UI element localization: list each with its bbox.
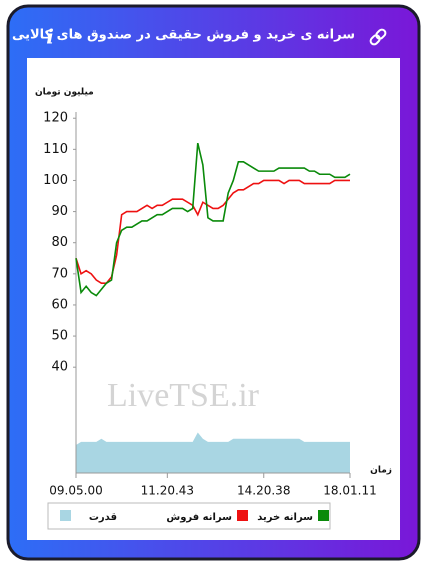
- legend-swatch: [60, 510, 71, 521]
- y-tick-label: 70: [51, 266, 68, 281]
- x-tick-label: 11.20.43: [141, 484, 194, 498]
- legend-label: سرانه فروش: [166, 512, 232, 523]
- x-tick-label: 09.05.00: [49, 484, 102, 498]
- legend-swatch: [318, 510, 329, 521]
- legend-label: سرانه خرید: [257, 512, 313, 523]
- y-tick-label: 100: [43, 173, 68, 188]
- info-button[interactable]: i: [46, 25, 54, 49]
- series-line: [75, 142, 351, 297]
- power-area: [76, 432, 350, 473]
- y-tick-label: 60: [51, 297, 68, 312]
- legend-swatch: [237, 510, 248, 521]
- y-tick-label: 50: [51, 329, 68, 344]
- legend: [47, 502, 331, 530]
- y-tick-label: 80: [51, 235, 68, 250]
- y-tick-label: 40: [51, 360, 68, 375]
- legend-label: قدرت: [89, 512, 117, 523]
- series-line: [75, 179, 350, 284]
- x-tick-label: 18.01.11: [323, 484, 376, 498]
- y-tick-label: 110: [43, 142, 68, 157]
- y-tick-label: 90: [51, 204, 68, 219]
- header-title: سرانه ی خرید و فروش حقیقی در صندوق های ک…: [12, 28, 355, 43]
- y-tick-label: 120: [43, 111, 68, 126]
- watermark: LiveTSE.ir: [107, 377, 260, 414]
- link-icon[interactable]: [369, 28, 387, 46]
- y-axis-label: میلیون تومان: [35, 88, 94, 98]
- x-tick-label: 14.20.38: [237, 484, 290, 498]
- x-axis-label: زمان: [370, 466, 392, 476]
